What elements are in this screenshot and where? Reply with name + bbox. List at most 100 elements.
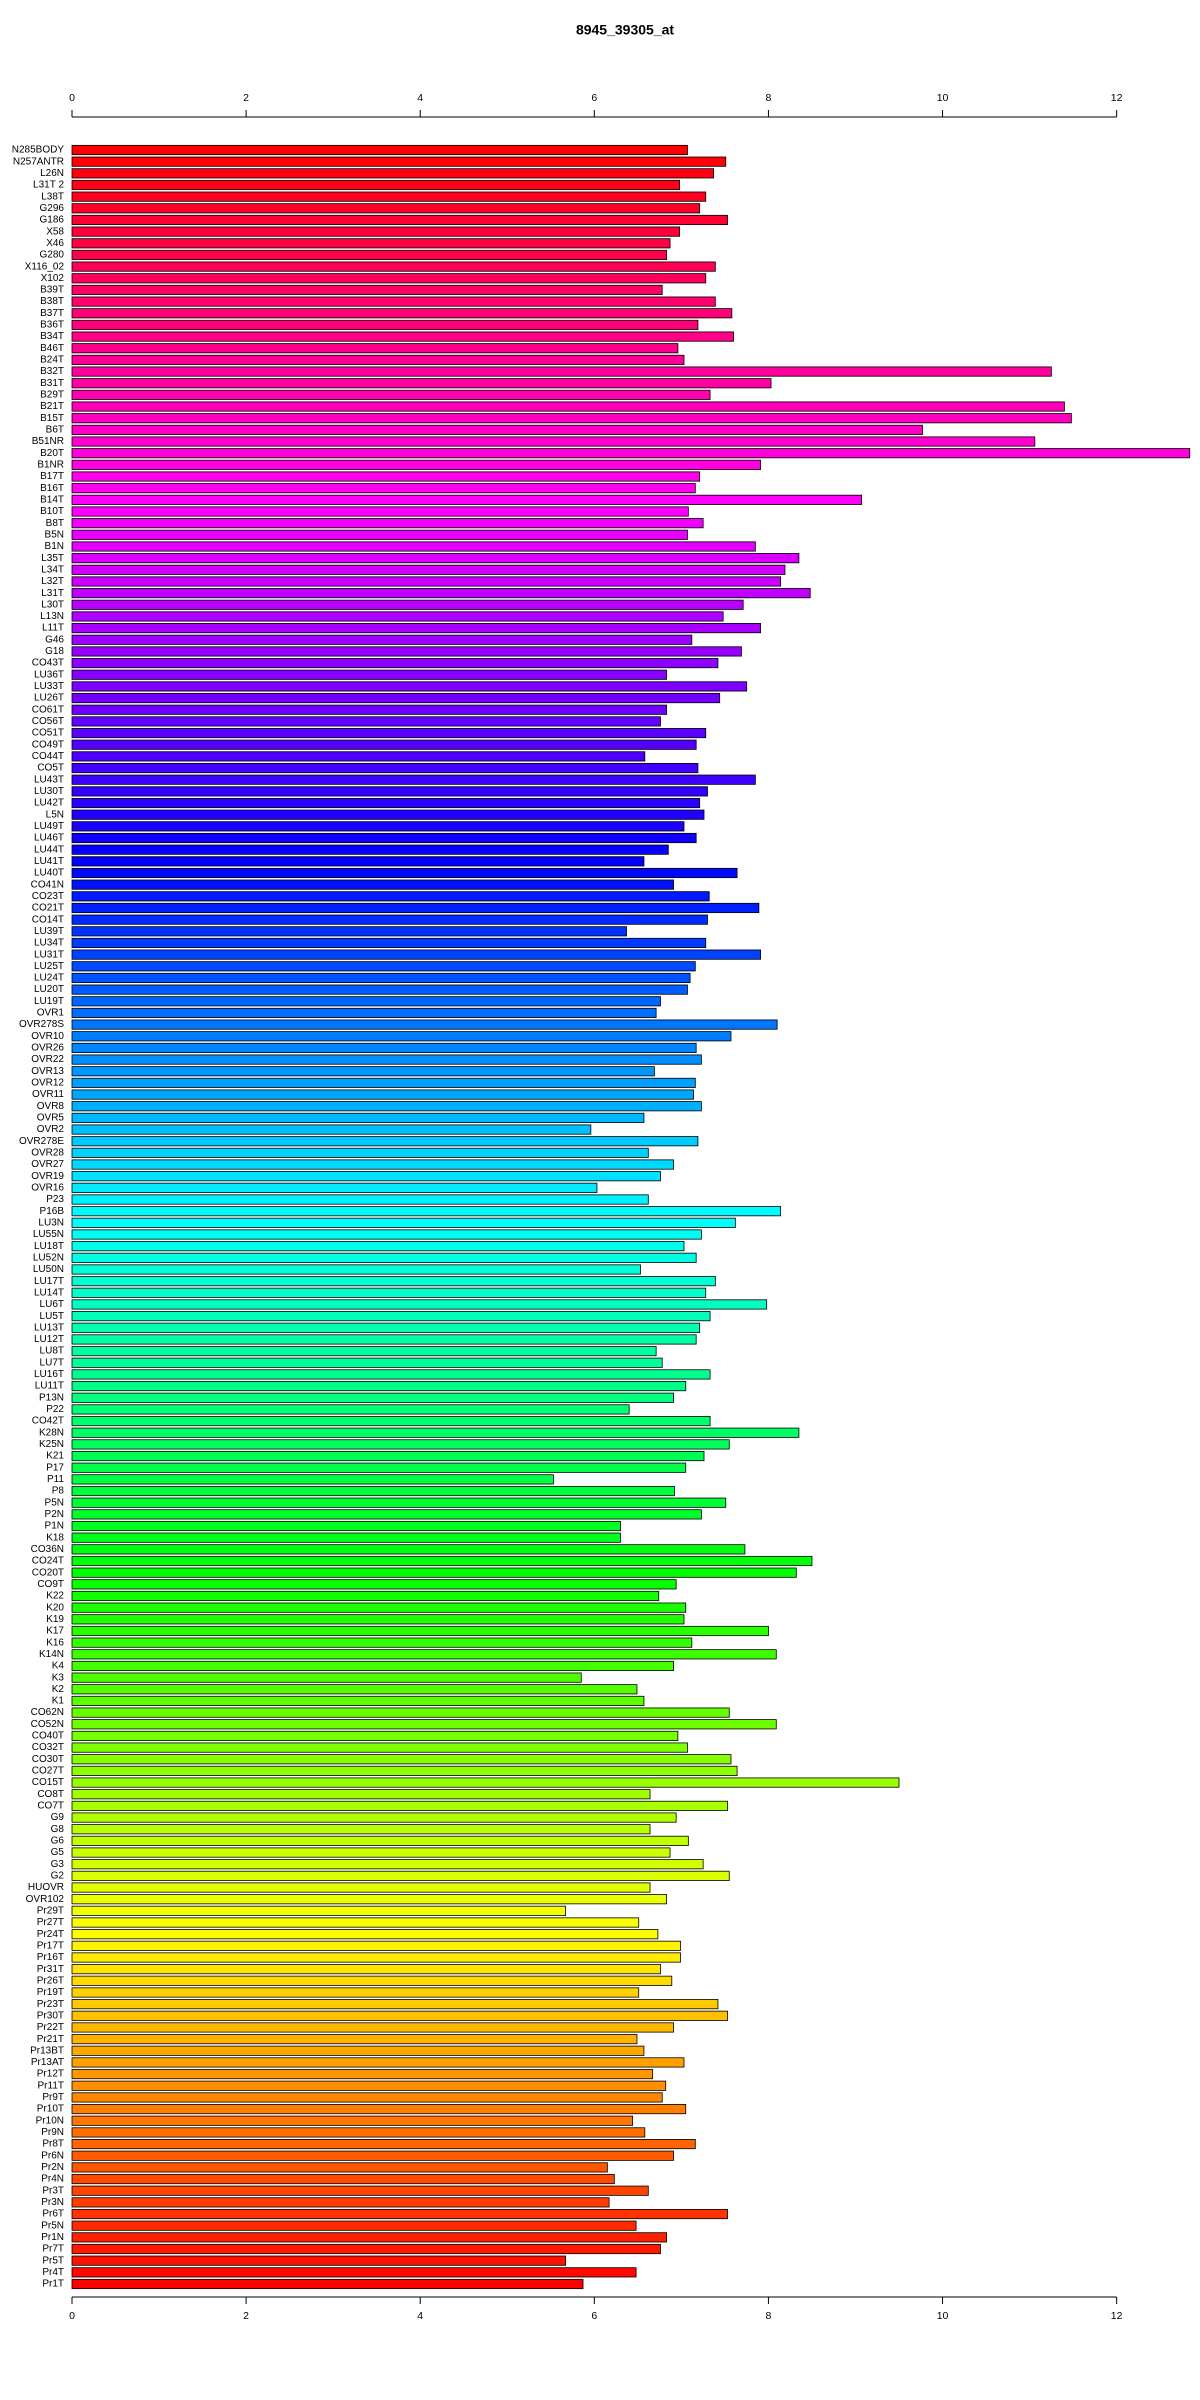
bar bbox=[71, 1882, 651, 1893]
bar bbox=[71, 961, 696, 972]
bar bbox=[71, 1520, 621, 1532]
y-tick-label: LU46T bbox=[34, 833, 64, 844]
y-tick-label: Pr2N bbox=[41, 2162, 64, 2173]
y-tick-label: OVR12 bbox=[31, 1078, 64, 1089]
bar bbox=[71, 1684, 638, 1695]
y-tick-label: B17T bbox=[40, 471, 64, 482]
bar bbox=[71, 1124, 592, 1135]
y-tick-label: N257ANTR bbox=[13, 156, 64, 167]
bar bbox=[71, 1287, 707, 1298]
bar bbox=[71, 331, 735, 342]
y-tick-label: P17 bbox=[46, 1462, 64, 1473]
y-tick-label: LU40T bbox=[34, 868, 64, 879]
y-tick-label: CO42T bbox=[32, 1416, 64, 1427]
bar bbox=[71, 1416, 711, 1427]
y-tick-label: CO44T bbox=[32, 751, 64, 762]
y-tick-label: LU39T bbox=[34, 926, 64, 937]
bar bbox=[71, 2162, 608, 2173]
bar bbox=[71, 1206, 782, 1217]
bar bbox=[71, 2232, 667, 2243]
bar bbox=[71, 751, 646, 762]
y-tick-label: CO41N bbox=[31, 879, 64, 890]
y-tick-label: Pr27T bbox=[37, 1917, 64, 1928]
bar bbox=[71, 1439, 730, 1450]
y-tick-label: Pr3T bbox=[42, 2185, 64, 2196]
bar bbox=[71, 1870, 730, 1881]
bar bbox=[71, 2092, 663, 2103]
y-tick-label: Pr31T bbox=[37, 1964, 64, 1975]
bar bbox=[71, 797, 701, 809]
y-tick-label: Pr22T bbox=[37, 2022, 64, 2033]
bar bbox=[71, 1252, 697, 1263]
y-tick-label: Pr1T bbox=[42, 2279, 64, 2290]
y-tick-label: LU17T bbox=[34, 1276, 64, 1287]
bar bbox=[71, 2010, 728, 2021]
bar bbox=[71, 1112, 645, 1123]
y-tick-label: B29T bbox=[40, 390, 64, 401]
y-tick-label: HUOVR bbox=[28, 1882, 64, 1893]
y-tick-label: B14T bbox=[40, 494, 64, 505]
y-tick-label: LU42T bbox=[34, 798, 64, 809]
y-tick-label: P23 bbox=[46, 1194, 64, 1205]
bar bbox=[71, 2045, 645, 2056]
y-tick-label: K17 bbox=[46, 1626, 64, 1637]
bar bbox=[71, 156, 727, 167]
bar bbox=[71, 1462, 687, 1473]
bar bbox=[71, 494, 862, 505]
bar bbox=[71, 1847, 671, 1858]
bar bbox=[71, 2022, 674, 2033]
y-tick-label: LU25T bbox=[34, 961, 64, 972]
bar bbox=[71, 762, 699, 774]
bar bbox=[71, 646, 742, 657]
y-tick-label: K19 bbox=[46, 1614, 64, 1625]
bar bbox=[71, 1637, 693, 1648]
y-tick-label: B31T bbox=[40, 378, 64, 389]
y-tick-label: Pr3N bbox=[41, 2197, 64, 2208]
y-tick-label: CO49T bbox=[32, 739, 64, 750]
y-tick-label: L5N bbox=[46, 809, 64, 820]
y-tick-label: Pr30T bbox=[37, 2010, 64, 2021]
y-tick-label: X46 bbox=[46, 238, 64, 249]
bar bbox=[71, 448, 1191, 459]
y-tick-label: OVR26 bbox=[31, 1043, 64, 1054]
y-tick-label: G280 bbox=[40, 250, 65, 261]
bar bbox=[71, 1707, 730, 1718]
y-tick-label: LU24T bbox=[34, 973, 64, 984]
bar bbox=[71, 1975, 673, 1986]
y-tick-label: CO32T bbox=[32, 1742, 64, 1753]
bar bbox=[71, 2080, 667, 2091]
bar bbox=[71, 1171, 661, 1182]
bar bbox=[71, 529, 688, 540]
bar bbox=[71, 1485, 675, 1497]
bar bbox=[71, 2278, 584, 2290]
bar bbox=[71, 1660, 674, 1672]
y-tick-label: K28N bbox=[39, 1427, 64, 1438]
y-tick-label: Pr9T bbox=[42, 2092, 64, 2103]
bar bbox=[71, 1812, 677, 1823]
bar bbox=[71, 459, 761, 470]
bar bbox=[71, 1381, 687, 1392]
y-tick-label: OVR5 bbox=[37, 1113, 65, 1124]
bar bbox=[71, 1625, 769, 1637]
y-tick-label: L38T bbox=[41, 191, 64, 202]
y-tick-label: Pr6N bbox=[41, 2150, 64, 2161]
bar bbox=[71, 1719, 777, 1730]
y-tick-label: P8 bbox=[52, 1486, 65, 1497]
y-tick-label: CO7T bbox=[37, 1801, 64, 1812]
y-tick-label: LU20T bbox=[34, 984, 64, 995]
y-tick-label: K3 bbox=[52, 1672, 65, 1683]
y-tick-label: B1NR bbox=[37, 459, 64, 470]
y-tick-label: K20 bbox=[46, 1602, 64, 1613]
bar bbox=[71, 1311, 711, 1322]
bar bbox=[71, 1929, 659, 1940]
y-tick-label: Pr24T bbox=[37, 1929, 64, 1940]
y-tick-label: LU5T bbox=[40, 1311, 64, 1322]
y-tick-label: LU30T bbox=[34, 786, 64, 797]
x-tick-label: 12 bbox=[1111, 2310, 1123, 2322]
y-tick-label: CO40T bbox=[32, 1731, 64, 1742]
y-tick-label: G18 bbox=[45, 646, 64, 657]
bar bbox=[71, 1147, 649, 1158]
bar bbox=[71, 739, 697, 750]
bar bbox=[71, 378, 772, 389]
y-tick-label: B8T bbox=[46, 518, 64, 529]
